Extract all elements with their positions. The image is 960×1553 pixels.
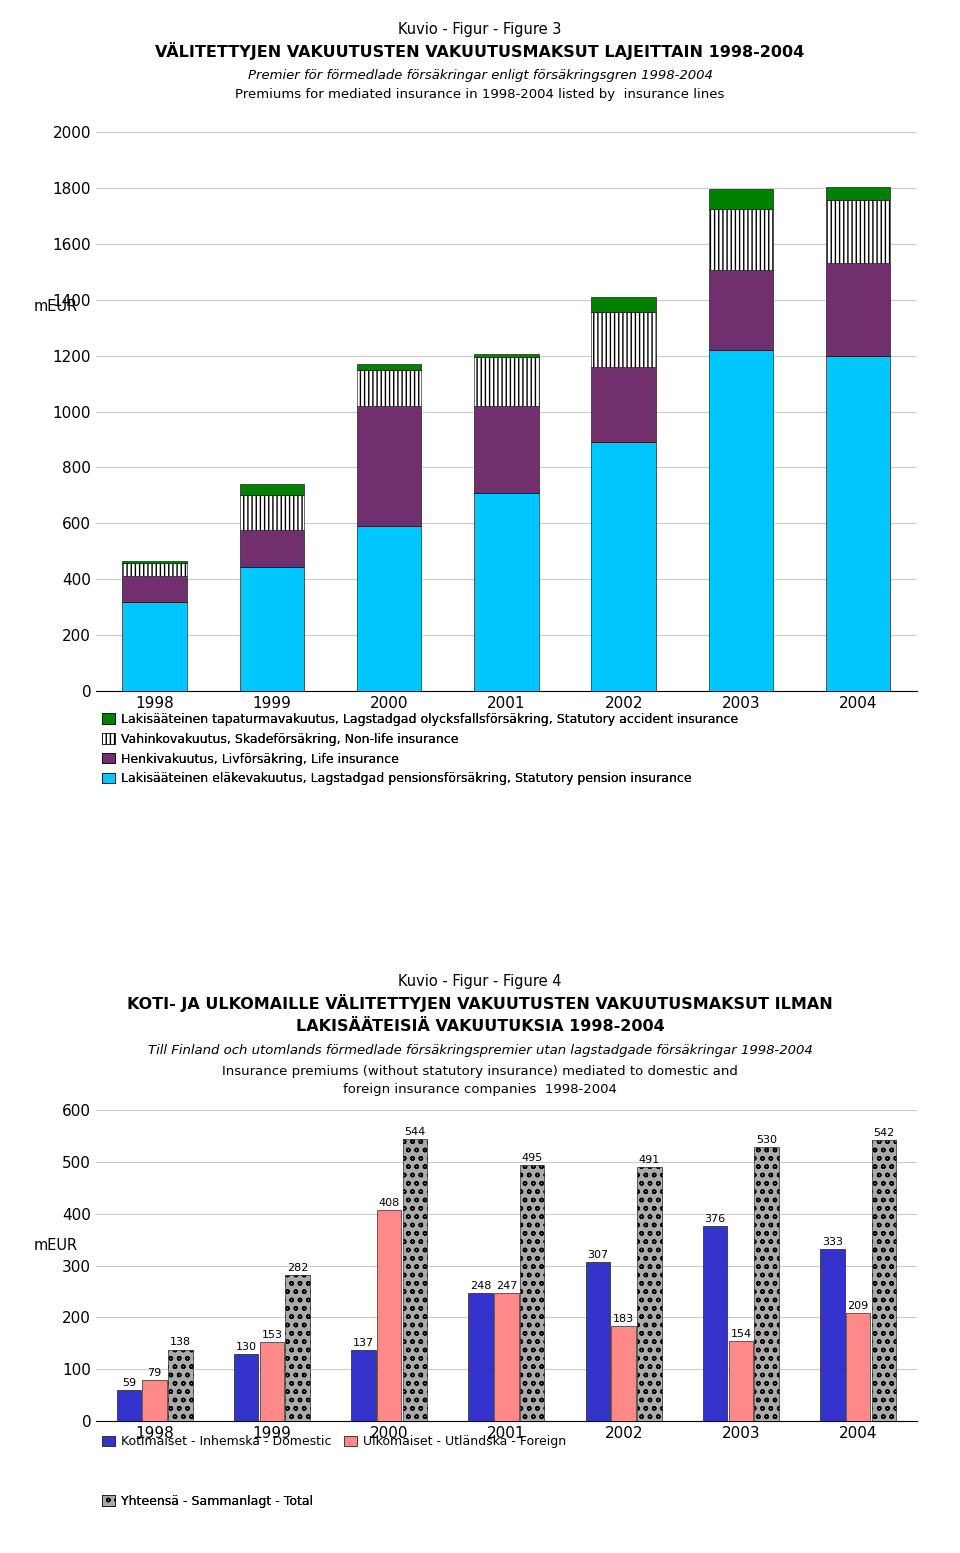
Bar xyxy=(351,1350,375,1421)
Bar xyxy=(826,264,891,356)
Bar xyxy=(122,564,187,576)
Bar xyxy=(820,1249,845,1421)
Bar xyxy=(637,1166,661,1421)
Bar xyxy=(708,349,773,691)
Bar xyxy=(259,1342,284,1421)
Bar xyxy=(708,208,773,270)
Bar xyxy=(357,405,421,526)
Text: 491: 491 xyxy=(638,1155,660,1165)
Text: 333: 333 xyxy=(822,1236,843,1247)
Bar xyxy=(122,561,187,564)
Bar xyxy=(729,1342,754,1421)
Bar xyxy=(240,485,304,495)
Bar xyxy=(116,1390,141,1421)
Bar xyxy=(357,526,421,691)
Text: KOTI- JA ULKOMAILLE VÄLITETTYJEN VAKUUTUSTEN VAKUUTUSMAKSUT ILMAN: KOTI- JA ULKOMAILLE VÄLITETTYJEN VAKUUTU… xyxy=(127,994,833,1013)
Text: 138: 138 xyxy=(170,1337,191,1348)
Text: 59: 59 xyxy=(122,1379,136,1388)
Text: 154: 154 xyxy=(731,1329,752,1339)
Text: 307: 307 xyxy=(588,1250,609,1259)
Bar xyxy=(591,297,656,312)
Text: LAKISÄÄTEISIÄ VAKUUTUKSIA 1998-2004: LAKISÄÄTEISIÄ VAKUUTUKSIA 1998-2004 xyxy=(296,1019,664,1034)
Text: 153: 153 xyxy=(261,1329,282,1340)
Text: 408: 408 xyxy=(378,1197,399,1208)
Text: 248: 248 xyxy=(469,1281,492,1291)
Bar xyxy=(826,186,891,200)
Bar xyxy=(285,1275,310,1421)
Bar xyxy=(240,567,304,691)
Text: mEUR: mEUR xyxy=(34,1238,78,1253)
Text: 495: 495 xyxy=(521,1152,542,1163)
Bar xyxy=(468,1292,492,1421)
Text: 376: 376 xyxy=(705,1214,726,1224)
Bar xyxy=(168,1350,193,1421)
Bar xyxy=(591,367,656,443)
Text: 247: 247 xyxy=(495,1281,517,1291)
Text: VÄLITETTYJEN VAKUUTUSTEN VAKUUTUSMAKSUT LAJEITTAIN 1998-2004: VÄLITETTYJEN VAKUUTUSTEN VAKUUTUSMAKSUT … xyxy=(156,42,804,61)
Text: 542: 542 xyxy=(874,1129,895,1138)
Bar xyxy=(826,200,891,264)
Text: 544: 544 xyxy=(404,1127,425,1137)
Bar xyxy=(142,1381,167,1421)
Bar xyxy=(708,189,773,208)
Bar xyxy=(826,356,891,691)
Text: Kuvio - Figur - Figure 4: Kuvio - Figur - Figure 4 xyxy=(398,974,562,989)
Text: Till Finland och utomlands förmedlade försäkringspremier utan lagstadgade försäk: Till Finland och utomlands förmedlade fö… xyxy=(148,1045,812,1058)
Bar xyxy=(520,1165,544,1421)
Text: 183: 183 xyxy=(613,1314,635,1325)
Bar xyxy=(612,1326,636,1421)
Bar xyxy=(357,363,421,370)
Text: mEUR: mEUR xyxy=(34,298,78,314)
Bar xyxy=(240,495,304,530)
Text: 282: 282 xyxy=(287,1263,308,1273)
Text: foreign insurance companies  1998-2004: foreign insurance companies 1998-2004 xyxy=(343,1084,617,1096)
Legend: Yhteensä - Sammanlagt - Total: Yhteensä - Sammanlagt - Total xyxy=(103,1496,313,1508)
Bar xyxy=(122,576,187,601)
Bar xyxy=(703,1227,728,1421)
Bar xyxy=(872,1140,897,1421)
Bar xyxy=(357,370,421,405)
Bar xyxy=(234,1354,258,1421)
Text: Insurance premiums (without statutory insurance) mediated to domestic and: Insurance premiums (without statutory in… xyxy=(222,1065,738,1078)
Bar xyxy=(494,1294,518,1421)
Text: 137: 137 xyxy=(352,1339,373,1348)
Legend: Lakisääteinen tapaturmavakuutus, Lagstadgad olycksfallsförsäkring, Statutory acc: Lakisääteinen tapaturmavakuutus, Lagstad… xyxy=(103,713,738,786)
Text: 209: 209 xyxy=(848,1301,869,1311)
Bar xyxy=(755,1146,779,1421)
Bar xyxy=(591,312,656,367)
Text: Premier för förmedlade försäkringar enligt försäkringsgren 1998-2004: Premier för förmedlade försäkringar enli… xyxy=(248,70,712,82)
Bar xyxy=(474,354,539,357)
Bar xyxy=(474,492,539,691)
Text: 79: 79 xyxy=(148,1368,161,1378)
Text: 530: 530 xyxy=(756,1135,778,1145)
Bar xyxy=(591,443,656,691)
Text: Kuvio - Figur - Figure 3: Kuvio - Figur - Figure 3 xyxy=(398,22,562,37)
Bar xyxy=(122,601,187,691)
Bar xyxy=(240,530,304,567)
Bar xyxy=(846,1312,871,1421)
Bar xyxy=(402,1140,427,1421)
Text: Premiums for mediated insurance in 1998-2004 listed by  insurance lines: Premiums for mediated insurance in 1998-… xyxy=(235,89,725,101)
Text: 130: 130 xyxy=(235,1342,256,1351)
Bar xyxy=(708,270,773,349)
Bar xyxy=(586,1263,611,1421)
Bar xyxy=(474,405,539,492)
Bar xyxy=(474,357,539,405)
Bar xyxy=(377,1210,401,1421)
